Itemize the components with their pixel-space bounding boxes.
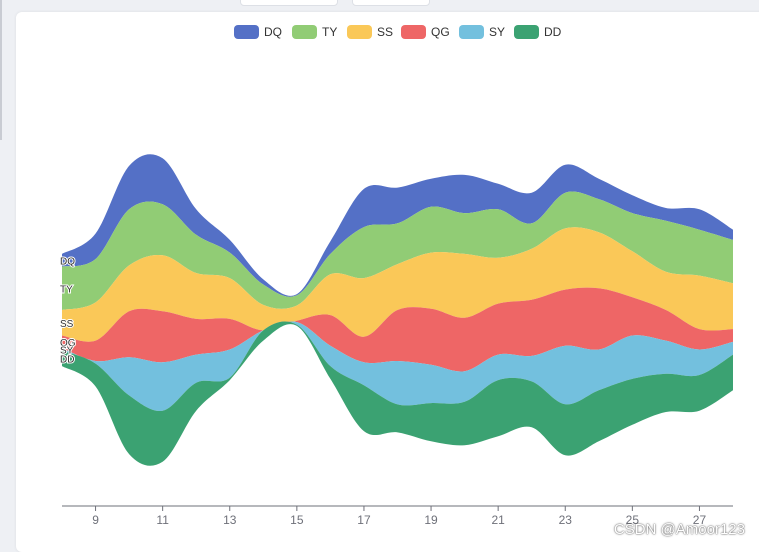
- legend-swatch: [514, 25, 539, 39]
- x-tick-label: 13: [223, 513, 237, 527]
- series-label-qg: QG: [60, 338, 76, 349]
- top-tab-strip: [0, 0, 759, 12]
- legend: DQ TY SS QG SY DD: [234, 25, 562, 39]
- legend-swatch: [292, 25, 317, 39]
- legend-label: DD: [544, 25, 562, 39]
- series-area-sy[interactable]: [62, 321, 733, 411]
- legend-item-sy[interactable]: SY: [459, 25, 505, 39]
- legend-label: QG: [431, 25, 450, 39]
- legend-label: DQ: [264, 25, 282, 39]
- legend-swatch: [234, 25, 259, 39]
- x-axis: 9 11 13 15 17 19 21 23 25 27: [62, 505, 733, 527]
- series-label-dd: DD: [60, 354, 74, 365]
- legend-item-ss[interactable]: SS: [347, 25, 393, 39]
- legend-item-dq[interactable]: DQ: [234, 25, 282, 39]
- series-area-qg[interactable]: [62, 287, 733, 372]
- left-border: [0, 0, 2, 140]
- watermark: CSDN @Amoor123: [613, 521, 745, 538]
- series-label-ty: TY: [60, 284, 73, 295]
- x-tick-label: 17: [357, 513, 371, 527]
- legend-swatch: [459, 25, 484, 39]
- top-tab[interactable]: [240, 0, 338, 6]
- x-tick-label: 25: [626, 513, 640, 527]
- series-area-dq[interactable]: [62, 154, 733, 297]
- series-area-ss[interactable]: [62, 227, 733, 342]
- legend-swatch: [347, 25, 372, 39]
- series-label-dq: DQ: [60, 256, 75, 267]
- top-tab[interactable]: [352, 0, 430, 6]
- legend-swatch: [401, 25, 426, 39]
- series-label-sy: SY: [60, 346, 74, 357]
- x-tick-label: 21: [491, 513, 505, 527]
- series-areas: [62, 154, 733, 466]
- legend-label: TY: [322, 25, 337, 39]
- x-tick-label: 11: [156, 513, 169, 527]
- x-tick-label: 27: [693, 513, 707, 527]
- legend-label: SS: [377, 25, 393, 39]
- x-tick-label: 15: [290, 513, 304, 527]
- x-tick-label: 19: [424, 513, 438, 527]
- legend-label: SY: [489, 25, 505, 39]
- x-tick-label: 9: [92, 513, 99, 527]
- series-area-ty[interactable]: [62, 191, 733, 310]
- x-tick-label: 23: [559, 513, 573, 527]
- legend-item-dd[interactable]: DD: [514, 25, 562, 39]
- series-label-ss: SS: [60, 319, 74, 330]
- legend-item-qg[interactable]: QG: [401, 25, 450, 39]
- series-area-dd[interactable]: [62, 321, 733, 466]
- legend-item-ty[interactable]: TY: [292, 25, 337, 39]
